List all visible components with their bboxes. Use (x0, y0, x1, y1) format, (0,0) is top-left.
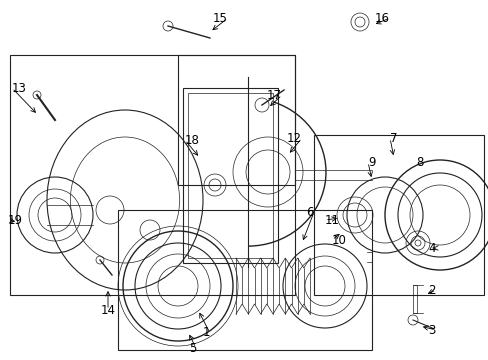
Text: 9: 9 (367, 156, 375, 168)
Text: 11: 11 (325, 213, 339, 226)
Text: 18: 18 (184, 134, 200, 147)
Text: 3: 3 (428, 324, 435, 337)
Text: 10: 10 (331, 234, 346, 247)
Text: 17: 17 (266, 89, 282, 102)
Text: 15: 15 (213, 12, 227, 24)
Text: 1: 1 (202, 327, 209, 339)
Text: 6: 6 (306, 206, 313, 219)
Bar (183, 88, 278, 263)
Text: 16: 16 (374, 12, 389, 24)
Text: 5: 5 (188, 342, 196, 355)
Text: 4: 4 (427, 242, 435, 255)
Bar (412, 285, 416, 313)
Text: 12: 12 (286, 131, 302, 144)
Text: 2: 2 (427, 284, 435, 297)
Text: 7: 7 (389, 131, 397, 144)
Text: 13: 13 (12, 81, 27, 95)
Text: 8: 8 (415, 156, 423, 168)
Bar (187, 93, 272, 258)
Text: 19: 19 (8, 213, 23, 226)
Text: 14: 14 (101, 303, 115, 316)
